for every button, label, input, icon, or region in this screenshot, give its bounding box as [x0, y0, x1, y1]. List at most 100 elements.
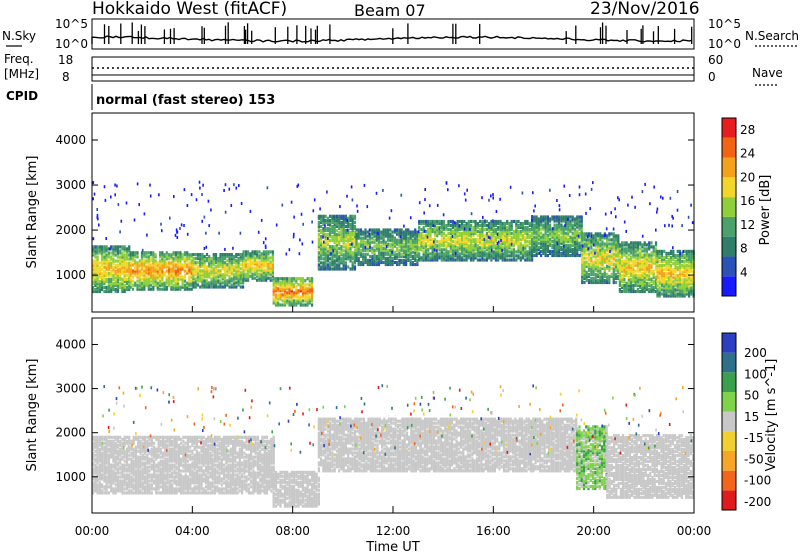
data-cell: [681, 260, 684, 264]
data-cell: [96, 289, 99, 294]
data-cell: [458, 184, 460, 188]
data-cell: [349, 243, 352, 247]
data-cell: [676, 257, 679, 262]
data-cell: [196, 283, 199, 287]
data-cell: [205, 267, 209, 271]
data-cell: [465, 246, 468, 250]
data-cell: [396, 248, 399, 252]
data-cell: [685, 290, 688, 294]
data-cell: [636, 267, 639, 271]
data-cell: [447, 238, 450, 242]
data-cell: [625, 241, 628, 245]
data-cell: [230, 267, 233, 271]
data-cell: [251, 262, 254, 266]
data-cell: [583, 238, 586, 242]
data-cell: [377, 256, 381, 260]
data-cell: [454, 223, 457, 228]
data-cell: [643, 253, 646, 257]
data-cell: [524, 228, 527, 232]
data-cell: [149, 287, 153, 291]
data-cell: [324, 249, 327, 253]
data-cell: [641, 277, 644, 281]
data-cell: [456, 258, 459, 262]
data-cell: [320, 245, 323, 249]
data-cell: [433, 256, 437, 260]
data-cell: [143, 275, 146, 279]
data-cell: [472, 226, 475, 230]
data-cell: [433, 246, 437, 250]
data-cell: [134, 255, 137, 259]
data-cell: [286, 291, 289, 295]
data-cell: [179, 271, 182, 275]
data-cell: [658, 249, 661, 253]
data-cell: [290, 301, 293, 305]
data-cell: [594, 242, 597, 246]
data-cell: [145, 271, 148, 275]
data-cell: [506, 232, 509, 236]
data-cell: [338, 265, 341, 269]
data-cell: [344, 216, 347, 220]
data-cell: [656, 274, 659, 278]
data-cell: [96, 439, 99, 443]
data-cell: [606, 278, 609, 283]
data-cell: [129, 273, 132, 277]
data-cell: [92, 265, 95, 269]
data-cell: [606, 252, 609, 256]
data-cell: [233, 261, 236, 265]
data-cell: [497, 226, 500, 230]
data-cell: [506, 219, 509, 224]
data-cell: [676, 253, 679, 258]
data-cell: [156, 263, 159, 267]
data-cell: [228, 261, 231, 265]
data-cell: [396, 252, 399, 256]
data-cell: [103, 487, 106, 491]
data-cell: [492, 252, 495, 256]
data-cell: [594, 252, 597, 256]
data-cell: [606, 234, 609, 238]
data-cell: [149, 267, 153, 271]
data-cell: [630, 287, 633, 292]
data-cell: [440, 228, 443, 232]
data-cell: [203, 265, 206, 269]
data-cell: [688, 290, 691, 294]
data-cell: [508, 240, 511, 244]
data-cell: [205, 283, 209, 287]
data-cell: [267, 264, 270, 268]
data-cell: [387, 232, 390, 236]
data-cell: [92, 483, 95, 487]
data-cell: [414, 254, 417, 258]
data-cell: [92, 237, 95, 241]
data-cell: [429, 236, 432, 240]
data-cell: [562, 237, 565, 241]
data-cell: [599, 268, 602, 272]
data-cell: [256, 262, 259, 266]
data-cell: [253, 276, 256, 280]
data-cell: [685, 251, 688, 255]
data-cell: [317, 241, 320, 245]
data-cell: [92, 245, 95, 249]
data-cell: [533, 209, 535, 213]
data-cell: [630, 285, 633, 289]
data-cell: [279, 293, 282, 297]
data-cell: [665, 251, 668, 255]
data-cell: [632, 261, 635, 265]
data-cell: [116, 289, 119, 294]
data-cell: [290, 279, 293, 283]
data-cell: [212, 257, 215, 261]
data-cell: [474, 240, 477, 244]
data-cell: [161, 253, 164, 257]
data-cell: [98, 453, 101, 457]
data-cell: [292, 277, 296, 281]
data-cell: [190, 273, 193, 277]
data-cell: [451, 250, 455, 254]
data-cell: [618, 281, 621, 285]
data-cell: [581, 258, 584, 262]
data-cell: [92, 443, 95, 447]
data-cell: [535, 241, 538, 245]
data-cell: [94, 483, 97, 487]
data-cell: [429, 244, 432, 248]
data-cell: [678, 266, 682, 270]
data-cell: [672, 270, 675, 274]
data-cell: [103, 261, 106, 265]
date-title: 23/Nov/2016: [590, 0, 700, 19]
